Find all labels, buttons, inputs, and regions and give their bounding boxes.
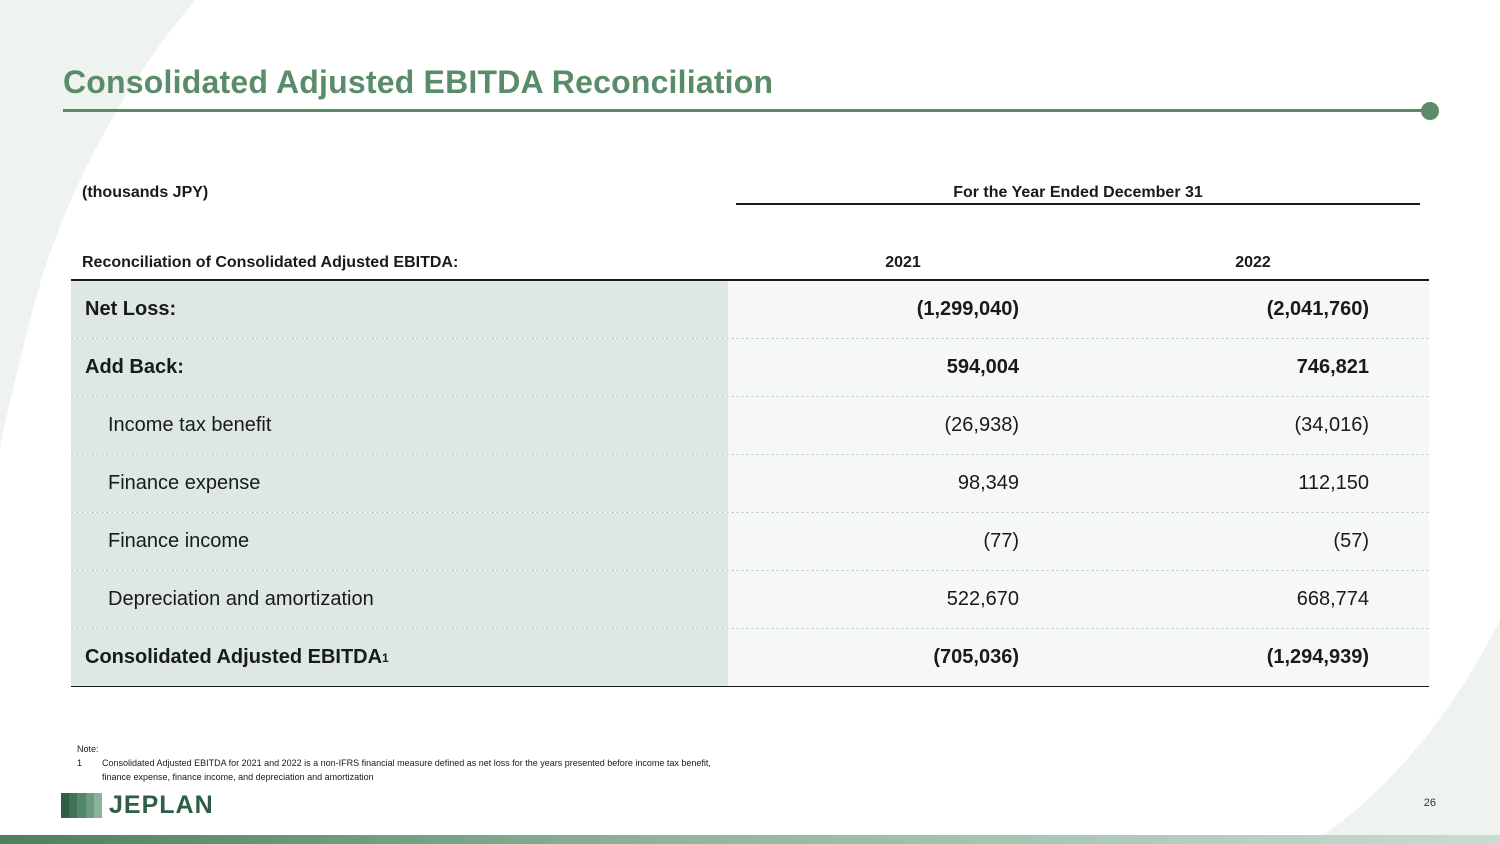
table-row-net-loss: Net Loss: (1,299,040) (2,041,760) [71,281,1429,339]
value-2022: 746,821 [1296,356,1369,378]
row-values: (1,299,040) (2,041,760) [728,281,1429,338]
bottom-accent-bar [0,835,1500,844]
footnote-number: 1 [77,758,83,768]
table-row-income-tax-benefit: Income tax benefit (26,938) (34,016) [71,397,1429,455]
row-label: Finance expense [71,455,728,512]
footnote-text: Consolidated Adjusted EBITDA for 2021 an… [102,758,711,782]
row-values: (26,938) (34,016) [728,397,1429,454]
row-label-wrapper: Consolidated Adjusted EBITDA 1 [71,629,728,686]
row-values: (77) (57) [728,513,1429,570]
table-row-depreciation-amortization: Depreciation and amortization 522,670 66… [71,571,1429,629]
value-2022: (57) [1333,530,1369,552]
logo-mark-icon [61,793,103,818]
value-2021: (26,938) [944,414,1020,436]
units-label: (thousands JPY) [82,184,209,201]
page-title: Consolidated Adjusted EBITDA Reconciliat… [63,64,774,100]
value-2022: (1,294,939) [1266,646,1369,668]
row-values: 594,004 746,821 [728,339,1429,396]
table-row-consolidated-adjusted-ebitda: Consolidated Adjusted EBITDA 1 (705,036) … [71,629,1429,687]
table-row-finance-expense: Finance expense 98,349 112,150 [71,455,1429,513]
row-label: Depreciation and amortization [71,571,728,628]
value-2022: (2,041,760) [1266,298,1369,320]
title-underline-dot [1421,102,1439,120]
value-2021: (1,299,040) [916,298,1019,320]
value-2021: 98,349 [957,472,1019,494]
row-values: 98,349 112,150 [728,455,1429,512]
page-number: 26 [1423,797,1436,809]
row-values: (705,036) (1,294,939) [728,629,1429,686]
value-2021: (77) [983,530,1019,552]
company-logo: JEPLAN [61,791,214,820]
table-row-add-back: Add Back: 594,004 746,821 [71,339,1429,397]
footnote: Note: 1 Consolidated Adjusted EBITDA for… [77,742,722,784]
row-label: Finance income [71,513,728,570]
value-2022: 112,150 [1298,472,1369,494]
period-header: For the Year Ended December 31 [953,184,1203,201]
year-header-2022: 2022 [1235,254,1271,271]
row-label: Consolidated Adjusted EBITDA [85,646,383,668]
footnote-item: 1 Consolidated Adjusted EBITDA for 2021 … [77,756,722,784]
table-header-rule [71,279,1429,281]
value-2021: 522,670 [946,588,1019,610]
row-label: Add Back: [71,339,728,396]
row-values: 522,670 668,774 [728,571,1429,628]
value-2021: 594,004 [946,356,1019,378]
value-2022: 668,774 [1296,588,1369,610]
period-header-rule [736,203,1420,205]
reconciliation-table: Net Loss: (1,299,040) (2,041,760) Add Ba… [71,281,1429,687]
table-row-finance-income: Finance income (77) (57) [71,513,1429,571]
title-underline [63,109,1425,112]
row-label: Income tax benefit [71,397,728,454]
footnote-heading: Note: [77,744,99,754]
reconciliation-label: Reconciliation of Consolidated Adjusted … [82,254,459,271]
value-2022: (34,016) [1294,414,1370,436]
row-label: Net Loss: [71,281,728,338]
logo-text: JEPLAN [109,791,214,819]
value-2021: (705,036) [933,646,1019,668]
year-header-2021: 2021 [885,254,921,271]
